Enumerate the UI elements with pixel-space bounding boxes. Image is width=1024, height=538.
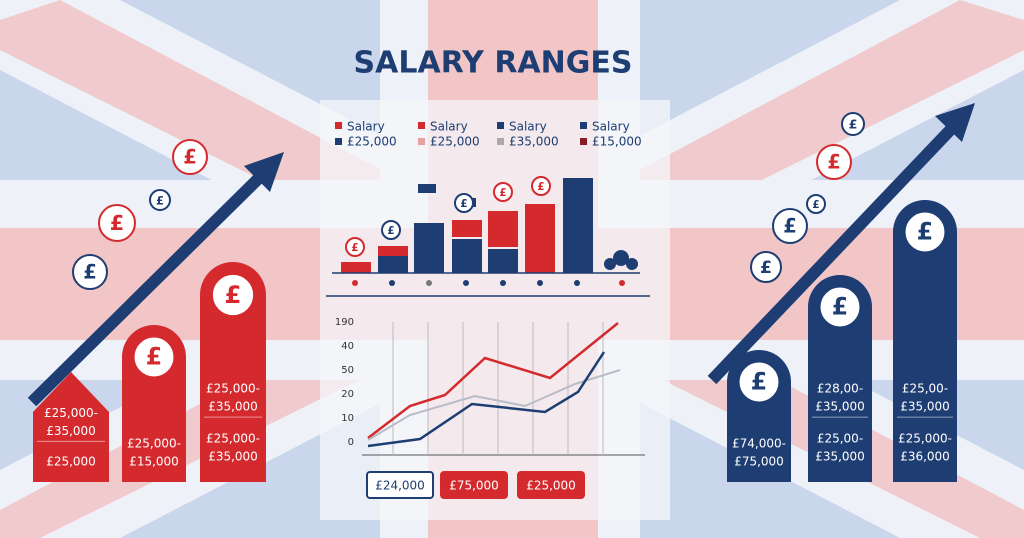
pound-icon <box>172 139 208 175</box>
y-tick-label: 20 <box>341 389 354 400</box>
pound-icon-symbol: £ <box>83 261 97 284</box>
pound-icon-symbol: £ <box>827 151 841 174</box>
pound-icon-symbol: £ <box>156 194 164 208</box>
pound-icon <box>737 360 781 404</box>
pound-icon-symbol: £ <box>812 199 819 211</box>
pound-icon <box>210 272 256 318</box>
pound-icon-symbol: £ <box>183 146 197 169</box>
pound-icon <box>454 193 474 213</box>
bar-illustration <box>326 178 650 297</box>
column-label: £28,00- <box>817 382 863 396</box>
pound-icon-symbol: £ <box>387 225 394 237</box>
amount-label: £25,000 <box>526 479 576 493</box>
pound-icon <box>531 176 551 196</box>
pound-icon-symbol: £ <box>351 242 358 254</box>
amount-box <box>366 471 434 499</box>
y-tick-label: 0 <box>348 437 354 448</box>
column-label: £75,000 <box>734 455 784 469</box>
pound-icon-symbol: £ <box>537 181 544 193</box>
column <box>33 372 109 482</box>
column-label: £25,00- <box>902 382 948 396</box>
pound-icon-symbol: £ <box>783 215 797 238</box>
legend-label: Salary <box>430 120 468 134</box>
legend-label: Salary <box>592 120 630 134</box>
legend-swatch <box>335 138 342 145</box>
column-label: £25,000- <box>206 432 260 446</box>
amount-box <box>517 471 585 499</box>
legend-swatch <box>418 122 425 129</box>
right-arrow <box>707 103 975 385</box>
column <box>893 200 957 482</box>
y-tick-label: 50 <box>341 365 354 376</box>
column-label: £35,000 <box>900 400 950 414</box>
legend-label: Salary <box>509 120 547 134</box>
column-label: £74,000- <box>732 437 786 451</box>
column-label: £25,000- <box>127 437 181 451</box>
column-label: £25,000- <box>898 432 952 446</box>
amount-label: £24,000 <box>375 479 425 493</box>
column-label: £35,000 <box>208 450 258 464</box>
pound-icon-symbol: £ <box>110 211 124 235</box>
pound-icon <box>750 251 782 283</box>
pound-icon <box>772 208 808 244</box>
y-tick-label: 40 <box>341 341 354 352</box>
pound-icon-symbol: £ <box>849 117 858 132</box>
title: SALARY RANGES <box>354 46 633 81</box>
left-arrow <box>27 152 284 407</box>
pound-icon <box>149 189 171 211</box>
column-label: £36,000 <box>900 450 950 464</box>
column-label: £25,00- <box>817 432 863 446</box>
column <box>808 275 872 482</box>
column-label: £35,000 <box>815 450 865 464</box>
pound-icon <box>132 335 176 379</box>
legend-swatch <box>418 138 425 145</box>
legend-swatch <box>580 138 587 145</box>
pound-icon <box>903 210 947 254</box>
pound-icon-symbol: £ <box>146 343 162 371</box>
y-tick-label: 190 <box>335 317 354 328</box>
legend-swatch <box>335 122 342 129</box>
pound-icon <box>72 254 108 290</box>
pound-icon-symbol: £ <box>751 368 767 396</box>
legend-amount: £35,000 <box>509 135 559 149</box>
amount-box <box>440 471 508 499</box>
column-label: £35,000 <box>208 400 258 414</box>
pound-icon-symbol: £ <box>760 258 772 278</box>
column <box>200 262 266 482</box>
pound-icon-symbol: £ <box>917 218 933 246</box>
pound-icon <box>381 220 401 240</box>
pound-icon <box>98 204 136 242</box>
pound-icon <box>841 112 865 136</box>
line-illustration <box>362 322 645 456</box>
pound-icon-symbol: £ <box>460 198 467 210</box>
legend-amount: £15,000 <box>592 135 642 149</box>
legend-swatch <box>497 138 504 145</box>
column-label: £15,000 <box>129 455 179 469</box>
column-label: £25,000- <box>206 382 260 396</box>
column-label: £35,000 <box>46 424 96 438</box>
legend-amount: £25,000 <box>430 135 480 149</box>
column-label: £35,000 <box>815 400 865 414</box>
legend-swatch <box>497 122 504 129</box>
amount-label: £75,000 <box>449 479 499 493</box>
pound-icon <box>806 194 826 214</box>
pound-icon-symbol: £ <box>499 187 506 199</box>
pound-icon <box>818 285 862 329</box>
y-tick-label: 10 <box>341 413 354 424</box>
pound-icon <box>345 237 365 257</box>
legend-swatch <box>580 122 587 129</box>
column-label: £25,000 <box>46 455 96 469</box>
column-label: £25,000- <box>44 406 98 420</box>
pound-icon <box>816 144 852 180</box>
legend-amount: £25,000 <box>347 135 397 149</box>
legend-label: Salary <box>347 120 385 134</box>
pound-icon <box>493 182 513 202</box>
pound-icon-symbol: £ <box>225 280 242 309</box>
pound-icon-symbol: £ <box>832 293 848 321</box>
